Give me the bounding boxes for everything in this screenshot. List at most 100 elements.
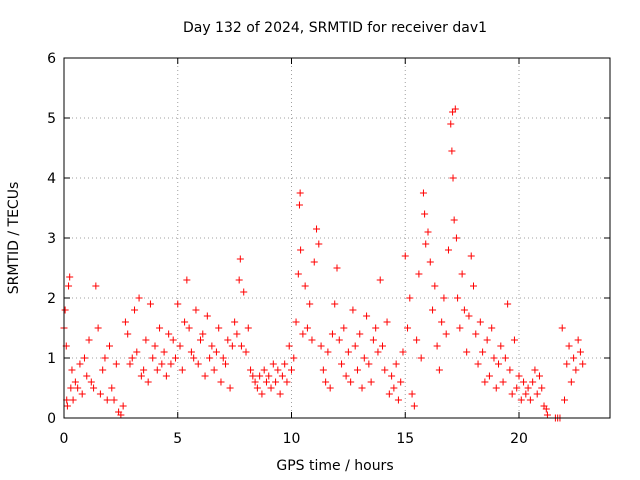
data-point xyxy=(520,378,528,386)
data-point xyxy=(508,390,516,398)
data-point xyxy=(533,390,541,398)
data-point xyxy=(235,276,243,284)
data-point xyxy=(415,270,423,278)
data-point xyxy=(342,372,350,380)
data-point xyxy=(67,384,75,392)
data-point xyxy=(185,324,193,332)
data-point xyxy=(66,273,74,281)
data-point xyxy=(219,354,227,362)
data-point xyxy=(299,330,307,338)
data-point xyxy=(292,318,300,326)
data-point xyxy=(103,396,111,404)
data-point xyxy=(256,372,264,380)
data-point xyxy=(372,324,380,332)
data-point xyxy=(351,342,359,350)
data-point xyxy=(281,360,289,368)
data-point xyxy=(217,378,225,386)
data-point xyxy=(401,252,409,260)
data-point xyxy=(538,384,546,392)
data-point xyxy=(356,330,364,338)
data-point xyxy=(76,360,84,368)
data-point xyxy=(331,300,339,308)
data-point xyxy=(240,288,248,296)
data-point xyxy=(452,234,460,242)
data-point xyxy=(96,390,104,398)
data-point xyxy=(121,318,129,326)
data-point xyxy=(285,342,293,350)
data-point xyxy=(203,312,211,320)
data-point xyxy=(344,348,352,356)
data-point xyxy=(390,384,398,392)
data-point xyxy=(222,360,230,368)
data-point xyxy=(517,396,525,404)
data-point xyxy=(274,366,282,374)
data-point xyxy=(333,264,341,272)
data-point xyxy=(481,378,489,386)
data-point xyxy=(197,336,204,344)
y-tick-label: 1 xyxy=(47,351,56,367)
data-point xyxy=(258,390,266,398)
data-point xyxy=(576,348,584,356)
data-point xyxy=(167,360,175,368)
data-point xyxy=(365,360,373,368)
data-point xyxy=(190,354,198,362)
chart-title: Day 132 of 2024, SRMTID for receiver dav… xyxy=(183,20,487,36)
data-point xyxy=(501,354,509,362)
data-point xyxy=(92,282,100,290)
data-point xyxy=(201,372,209,380)
data-point xyxy=(504,300,512,308)
data-point xyxy=(467,252,475,260)
y-axis-label: SRMTID / TECUs xyxy=(6,182,22,295)
data-point xyxy=(208,342,216,350)
data-point xyxy=(192,306,200,314)
data-point xyxy=(406,294,414,302)
data-point xyxy=(463,348,471,356)
data-point xyxy=(450,216,458,224)
data-point xyxy=(483,336,491,344)
data-point xyxy=(171,354,179,362)
data-point xyxy=(376,276,384,284)
data-point xyxy=(87,378,95,386)
data-point xyxy=(579,360,587,368)
data-point xyxy=(117,411,125,419)
data-point xyxy=(296,189,304,197)
data-point xyxy=(515,372,523,380)
axis-ticks xyxy=(63,57,610,419)
data-point xyxy=(194,360,202,368)
data-point xyxy=(408,390,416,398)
data-point xyxy=(563,360,571,368)
x-tick-label: 10 xyxy=(283,431,301,447)
data-point xyxy=(224,336,232,344)
data-point xyxy=(265,372,273,380)
y-tick-label: 4 xyxy=(47,171,56,187)
data-point xyxy=(360,354,368,362)
data-point xyxy=(151,342,159,350)
data-point xyxy=(181,318,189,326)
data-point xyxy=(358,384,366,392)
data-point xyxy=(349,306,357,314)
data-point xyxy=(335,336,343,344)
data-point xyxy=(424,228,432,236)
data-point xyxy=(74,384,82,392)
data-point xyxy=(212,348,220,356)
y-tick-label: 3 xyxy=(47,231,56,247)
data-point xyxy=(385,390,393,398)
data-point xyxy=(290,354,298,362)
data-point xyxy=(228,342,236,350)
data-point xyxy=(106,342,113,350)
data-point xyxy=(567,378,575,386)
data-point xyxy=(448,147,456,155)
data-point xyxy=(458,270,466,278)
data-point xyxy=(558,324,566,332)
data-point xyxy=(338,360,346,368)
data-point xyxy=(392,360,400,368)
data-point xyxy=(322,378,330,386)
data-point xyxy=(165,330,173,338)
data-point xyxy=(433,342,441,350)
data-point xyxy=(233,330,241,338)
data-point xyxy=(476,318,484,326)
data-point xyxy=(301,282,309,290)
data-point xyxy=(479,348,487,356)
data-point xyxy=(410,402,418,410)
data-point xyxy=(561,396,568,404)
